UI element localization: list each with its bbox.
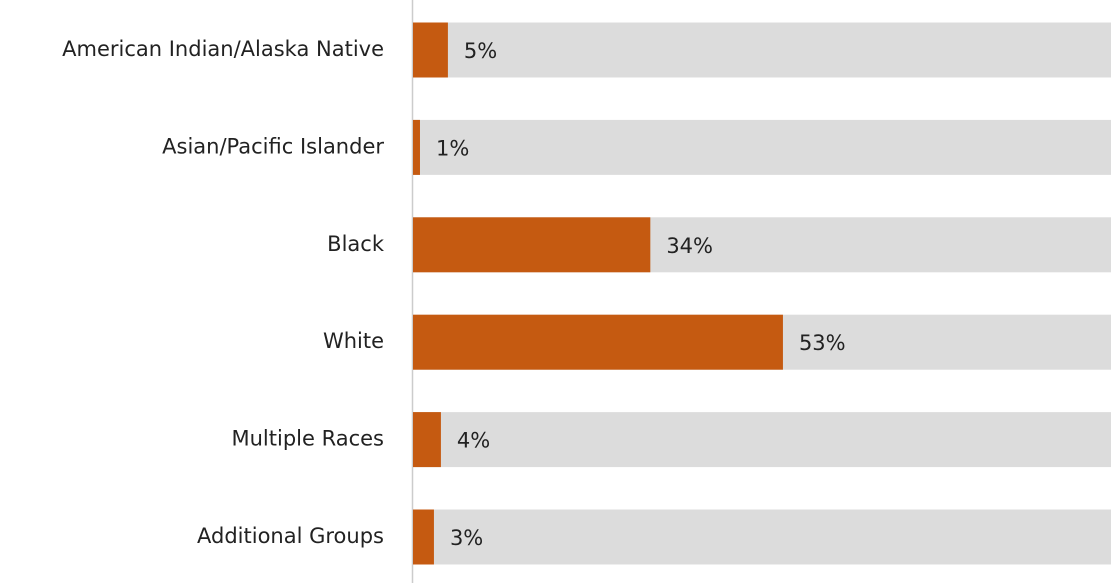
- data-label: 4%: [457, 429, 490, 453]
- category-label: Multiple Races: [232, 427, 385, 451]
- bar-track: [413, 509, 1111, 565]
- bar: [413, 217, 651, 273]
- category-label: American Indian/Alaska Native: [62, 37, 384, 61]
- category-label: White: [323, 329, 384, 353]
- bar-track: [413, 412, 1111, 468]
- bar-track: [413, 22, 1111, 78]
- category-label: Asian/Pacific Islander: [162, 134, 384, 158]
- bar: [413, 314, 783, 370]
- data-label: 1%: [436, 136, 469, 160]
- bar: [413, 412, 441, 468]
- data-label: 34%: [666, 234, 713, 258]
- category-label: Additional Groups: [197, 524, 384, 548]
- bar: [413, 22, 448, 78]
- category-label: Black: [327, 232, 385, 256]
- bar: [413, 119, 420, 175]
- bar: [413, 509, 434, 565]
- bar-track: [413, 119, 1111, 175]
- data-label: 3%: [450, 526, 483, 550]
- data-label: 53%: [799, 331, 846, 355]
- data-label: 5%: [464, 39, 497, 63]
